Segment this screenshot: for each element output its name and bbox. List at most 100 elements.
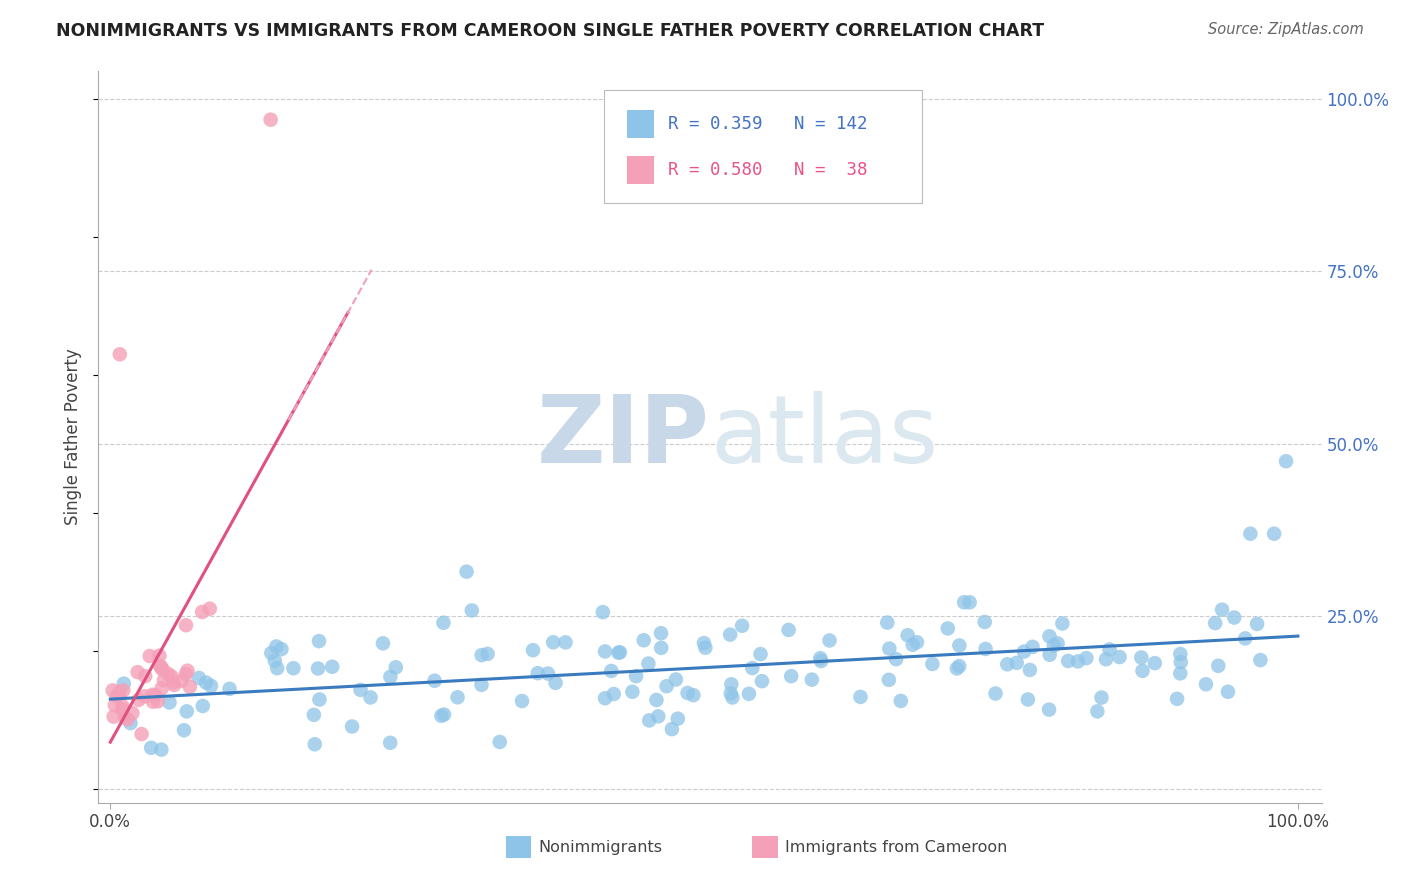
Point	[593, 644, 616, 658]
Point	[1166, 691, 1188, 706]
Point	[810, 654, 832, 668]
Point	[676, 686, 699, 700]
Point	[430, 708, 453, 723]
Point	[111, 699, 134, 714]
Point	[471, 648, 494, 662]
Point	[108, 685, 131, 699]
Point	[526, 666, 548, 681]
Point	[174, 618, 197, 632]
Point	[638, 714, 661, 728]
Point	[105, 689, 128, 703]
Point	[117, 712, 139, 726]
Point	[877, 673, 900, 687]
Point	[1108, 650, 1130, 665]
Text: Immigrants from Cameroon: Immigrants from Cameroon	[785, 840, 1007, 855]
Point	[141, 688, 163, 702]
Point	[936, 622, 959, 636]
Point	[592, 605, 614, 619]
Point	[266, 640, 288, 654]
Point	[808, 651, 831, 665]
Point	[127, 665, 149, 680]
Point	[176, 664, 198, 678]
Point	[1143, 656, 1166, 670]
Point	[1017, 692, 1039, 706]
Point	[973, 615, 995, 629]
Point	[650, 626, 672, 640]
Point	[1067, 654, 1090, 668]
Point	[259, 112, 281, 127]
Point	[433, 707, 456, 722]
Point	[143, 688, 166, 702]
Point	[1275, 454, 1298, 468]
Point	[128, 693, 150, 707]
Point	[1043, 639, 1066, 653]
Text: R = 0.359   N = 142: R = 0.359 N = 142	[668, 115, 868, 133]
Point	[637, 657, 659, 671]
Point	[1038, 703, 1060, 717]
Point	[984, 686, 1007, 700]
Point	[1046, 636, 1069, 650]
Point	[522, 643, 544, 657]
Point	[695, 640, 717, 655]
Point	[1039, 648, 1062, 662]
Point	[456, 565, 478, 579]
Point	[321, 659, 343, 673]
Point	[921, 657, 943, 671]
Point	[1018, 663, 1040, 677]
Point	[263, 654, 285, 668]
Point	[1170, 655, 1192, 669]
Point	[170, 673, 193, 688]
Point	[270, 642, 292, 657]
Point	[1021, 640, 1043, 654]
Point	[159, 695, 181, 709]
Point	[446, 690, 468, 705]
Point	[1052, 616, 1074, 631]
Point	[780, 669, 803, 683]
Point	[380, 736, 402, 750]
Point	[741, 661, 763, 675]
Point	[423, 673, 446, 688]
Point	[624, 669, 647, 683]
Point	[884, 652, 907, 666]
Point	[260, 646, 283, 660]
Point	[1012, 644, 1035, 658]
Point	[749, 647, 772, 661]
Point	[897, 628, 920, 642]
Point	[461, 603, 484, 617]
Point	[621, 685, 644, 699]
Point	[609, 645, 631, 659]
Point	[101, 683, 124, 698]
Point	[879, 641, 901, 656]
Point	[198, 601, 221, 615]
Point	[380, 670, 402, 684]
Point	[1130, 650, 1153, 665]
Point	[1090, 690, 1112, 705]
Point	[121, 706, 143, 720]
Point	[176, 704, 198, 718]
Text: Nonimmigrants: Nonimmigrants	[538, 840, 662, 855]
Text: Source: ZipAtlas.com: Source: ZipAtlas.com	[1208, 22, 1364, 37]
Point	[1168, 647, 1191, 661]
Point	[163, 678, 186, 692]
Point	[946, 661, 969, 675]
Point	[160, 669, 183, 683]
Point	[477, 647, 499, 661]
Point	[134, 669, 156, 683]
Point	[718, 627, 741, 641]
Point	[607, 646, 630, 660]
Point	[541, 635, 564, 649]
Point	[103, 709, 125, 723]
Point	[818, 633, 841, 648]
Point	[191, 698, 214, 713]
Point	[360, 690, 382, 705]
Point	[1098, 642, 1121, 657]
Point	[849, 690, 872, 704]
Point	[134, 690, 156, 704]
Point	[948, 659, 970, 673]
Point	[200, 679, 222, 693]
FancyBboxPatch shape	[627, 110, 654, 138]
Point	[720, 677, 742, 691]
Point	[150, 742, 173, 756]
Point	[371, 636, 394, 650]
Point	[693, 636, 716, 650]
